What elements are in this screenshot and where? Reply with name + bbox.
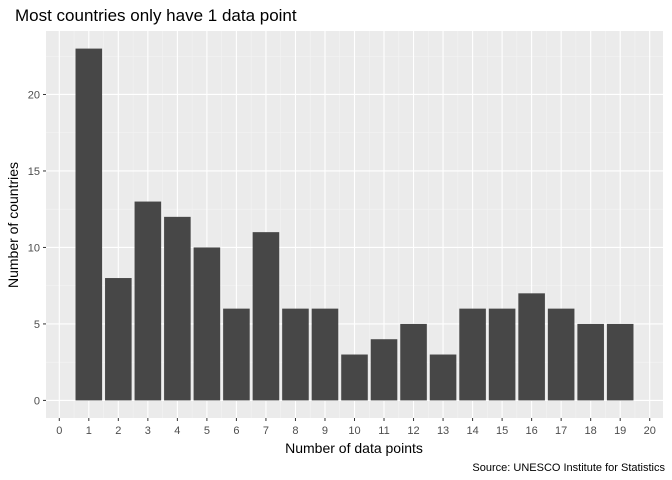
y-tick-label: 5	[34, 319, 40, 331]
bar	[164, 216, 191, 401]
x-tick-label: 19	[614, 425, 626, 437]
bar	[252, 232, 280, 401]
x-tick-label: 3	[145, 425, 151, 437]
x-tick-label: 0	[56, 425, 62, 437]
x-tick-label: 12	[407, 425, 419, 437]
bar	[282, 308, 309, 401]
x-tick-label: 1	[86, 425, 92, 437]
bar	[105, 278, 132, 401]
y-axis-title: Number of countries	[5, 162, 21, 288]
bar	[459, 308, 486, 401]
bar	[311, 308, 339, 401]
y-tick-label: 10	[28, 242, 40, 254]
x-axis-title: Number of data points	[285, 440, 423, 456]
x-tick-label: 9	[322, 425, 328, 437]
x-axis: 0 1 2 3 4 5 6 7 8 9 10 11 12 13 14 15 16 17 18 19 20	[56, 418, 656, 437]
chart-title: Most countries only have 1 data point	[15, 6, 297, 25]
y-axis: 0 5 10 15 20	[28, 89, 46, 407]
x-tick-label: 7	[263, 425, 269, 437]
y-tick-label: 20	[28, 89, 40, 101]
x-tick-label: 20	[644, 425, 656, 437]
x-tick-label: 11	[378, 425, 389, 437]
bar	[577, 323, 604, 401]
x-tick-label: 5	[204, 425, 210, 437]
y-tick-label: 15	[28, 166, 40, 178]
x-tick-label: 8	[292, 425, 298, 437]
x-tick-label: 10	[348, 425, 360, 437]
source-caption: Source: UNESCO Institute for Statistics	[472, 462, 665, 474]
bar	[547, 308, 575, 401]
x-tick-label: 14	[466, 425, 478, 437]
bar	[193, 247, 221, 401]
x-tick-label: 16	[526, 425, 538, 437]
bar	[341, 354, 368, 401]
x-tick-label: 17	[555, 425, 567, 437]
y-tick-label: 0	[34, 395, 40, 407]
bar	[518, 293, 545, 401]
bar	[370, 339, 398, 401]
bars	[75, 48, 634, 401]
x-tick-label: 13	[437, 425, 449, 437]
bar	[223, 308, 250, 401]
bar	[134, 201, 162, 401]
x-tick-label: 2	[115, 425, 121, 437]
x-tick-label: 15	[496, 425, 508, 437]
x-tick-label: 4	[174, 425, 180, 437]
x-tick-label: 18	[585, 425, 597, 437]
bar	[429, 354, 457, 401]
bar	[75, 48, 103, 401]
bar	[488, 308, 516, 401]
bar	[400, 323, 427, 401]
x-tick-label: 6	[233, 425, 239, 437]
bar	[606, 323, 634, 401]
